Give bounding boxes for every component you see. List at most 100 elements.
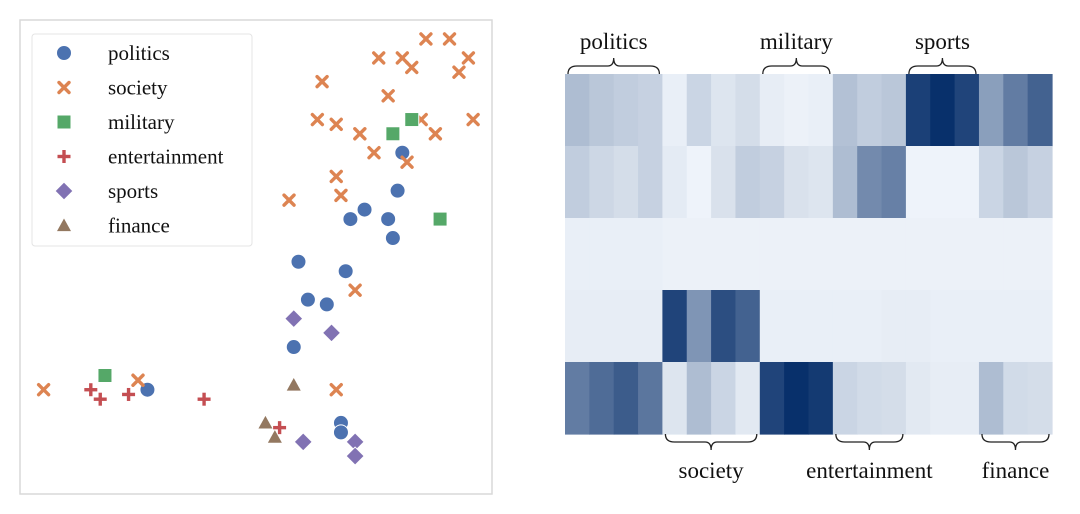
heatmap-cell xyxy=(832,74,858,147)
entertainment-point xyxy=(122,387,136,401)
heatmap-cell xyxy=(954,74,980,147)
sports-point xyxy=(284,308,304,329)
society-point xyxy=(461,51,476,65)
heatmap-cell xyxy=(784,362,810,435)
brace-entertainment: entertainment xyxy=(806,433,933,483)
heatmap-cell xyxy=(735,146,761,219)
heatmap-cell xyxy=(784,74,810,147)
heatmap-cells xyxy=(565,74,1053,435)
heatmap-cell xyxy=(978,218,1004,291)
legend-marker-society xyxy=(57,80,71,95)
politics-point xyxy=(332,424,349,441)
heatmap-cell xyxy=(638,146,663,219)
heatmap-cell xyxy=(978,146,1004,219)
politics-point xyxy=(356,201,373,218)
heatmap-cell xyxy=(857,146,883,219)
society-point xyxy=(334,188,348,203)
group-label-politics: politics xyxy=(580,29,648,54)
heatmap-cell xyxy=(857,218,883,291)
politics-point xyxy=(285,339,302,356)
heatmap-cell xyxy=(638,290,663,363)
politics-point xyxy=(337,263,354,280)
heatmap-cell xyxy=(686,290,712,363)
society-point xyxy=(405,60,419,75)
heatmap-cell xyxy=(613,362,639,435)
group-label-sports: sports xyxy=(915,29,970,54)
heatmap-cell xyxy=(686,362,712,435)
heatmap-cell xyxy=(662,146,688,219)
society-point xyxy=(36,383,51,397)
heatmap-cell xyxy=(930,74,956,147)
heatmap-cell xyxy=(978,74,1004,147)
society-point xyxy=(353,127,367,141)
group-label-military: military xyxy=(760,29,833,54)
heatmap-cell xyxy=(662,362,688,435)
legend-label-society: society xyxy=(108,76,168,100)
heatmap-cell xyxy=(1003,290,1029,363)
heatmap-cell xyxy=(589,146,615,219)
heatmap-cell xyxy=(905,362,931,435)
society-point xyxy=(329,117,343,131)
heatmap-cell xyxy=(905,74,931,147)
heatmap-cell xyxy=(1027,74,1053,147)
heatmap-cell xyxy=(808,218,834,291)
military-point xyxy=(97,368,113,383)
heatmap-cell xyxy=(613,146,639,219)
heatmap-cell xyxy=(711,74,737,147)
politics-point xyxy=(384,230,401,247)
society-point xyxy=(348,283,362,297)
heatmap-cell xyxy=(857,290,883,363)
heatmap-cell xyxy=(565,218,590,291)
heatmap-cell xyxy=(808,146,834,219)
heatmap-cell xyxy=(565,362,590,435)
society-point xyxy=(419,32,433,46)
heatmap-cell xyxy=(662,290,688,363)
society-point xyxy=(428,127,443,141)
society-point xyxy=(367,146,381,160)
entertainment-point xyxy=(273,421,287,435)
brace-sports: sports xyxy=(908,29,977,75)
legend-marker-finance xyxy=(57,218,71,232)
heatmap-cell xyxy=(1003,218,1029,291)
heatmap-cell xyxy=(930,362,956,435)
society-point xyxy=(372,51,386,65)
military-point xyxy=(404,112,420,128)
legend-marker-politics xyxy=(56,45,72,61)
heatmap-cell xyxy=(589,74,615,147)
entertainment-point xyxy=(93,392,107,406)
politics-point xyxy=(342,211,359,228)
society-point xyxy=(442,32,457,46)
heatmap-cell xyxy=(881,146,907,219)
group-label-entertainment: entertainment xyxy=(806,458,933,483)
heatmap-cell xyxy=(857,362,883,435)
heatmap-cell xyxy=(589,362,615,435)
heatmap-cell xyxy=(565,74,590,147)
heatmap-cell xyxy=(613,74,639,147)
society-point xyxy=(282,193,296,207)
society-point xyxy=(329,169,343,184)
heatmap-cell xyxy=(1003,362,1029,435)
society-point xyxy=(329,383,343,397)
society-point xyxy=(381,89,395,103)
heatmap-cell xyxy=(832,218,858,291)
heatmap-cell xyxy=(832,146,858,219)
heatmap-cell xyxy=(930,146,956,219)
finance-point xyxy=(286,377,301,391)
society-point xyxy=(400,155,414,169)
heatmap-cell xyxy=(638,362,663,435)
heatmap-cell xyxy=(881,218,907,291)
heatmap-cell xyxy=(686,146,712,219)
heatmap-cell xyxy=(759,146,785,219)
politics-point xyxy=(318,296,335,313)
legend-label-entertainment: entertainment xyxy=(108,145,224,169)
heatmap-cell xyxy=(808,362,834,435)
heatmap-cell xyxy=(662,218,688,291)
heatmap-cell xyxy=(1003,74,1029,147)
heatmap-cell xyxy=(808,290,834,363)
heatmap-cell xyxy=(954,218,980,291)
heatmap-cell xyxy=(1027,362,1053,435)
heatmap-cell xyxy=(905,146,931,219)
society-point xyxy=(310,112,325,127)
heatmap-cell xyxy=(662,74,688,147)
heatmap-cell xyxy=(686,218,712,291)
